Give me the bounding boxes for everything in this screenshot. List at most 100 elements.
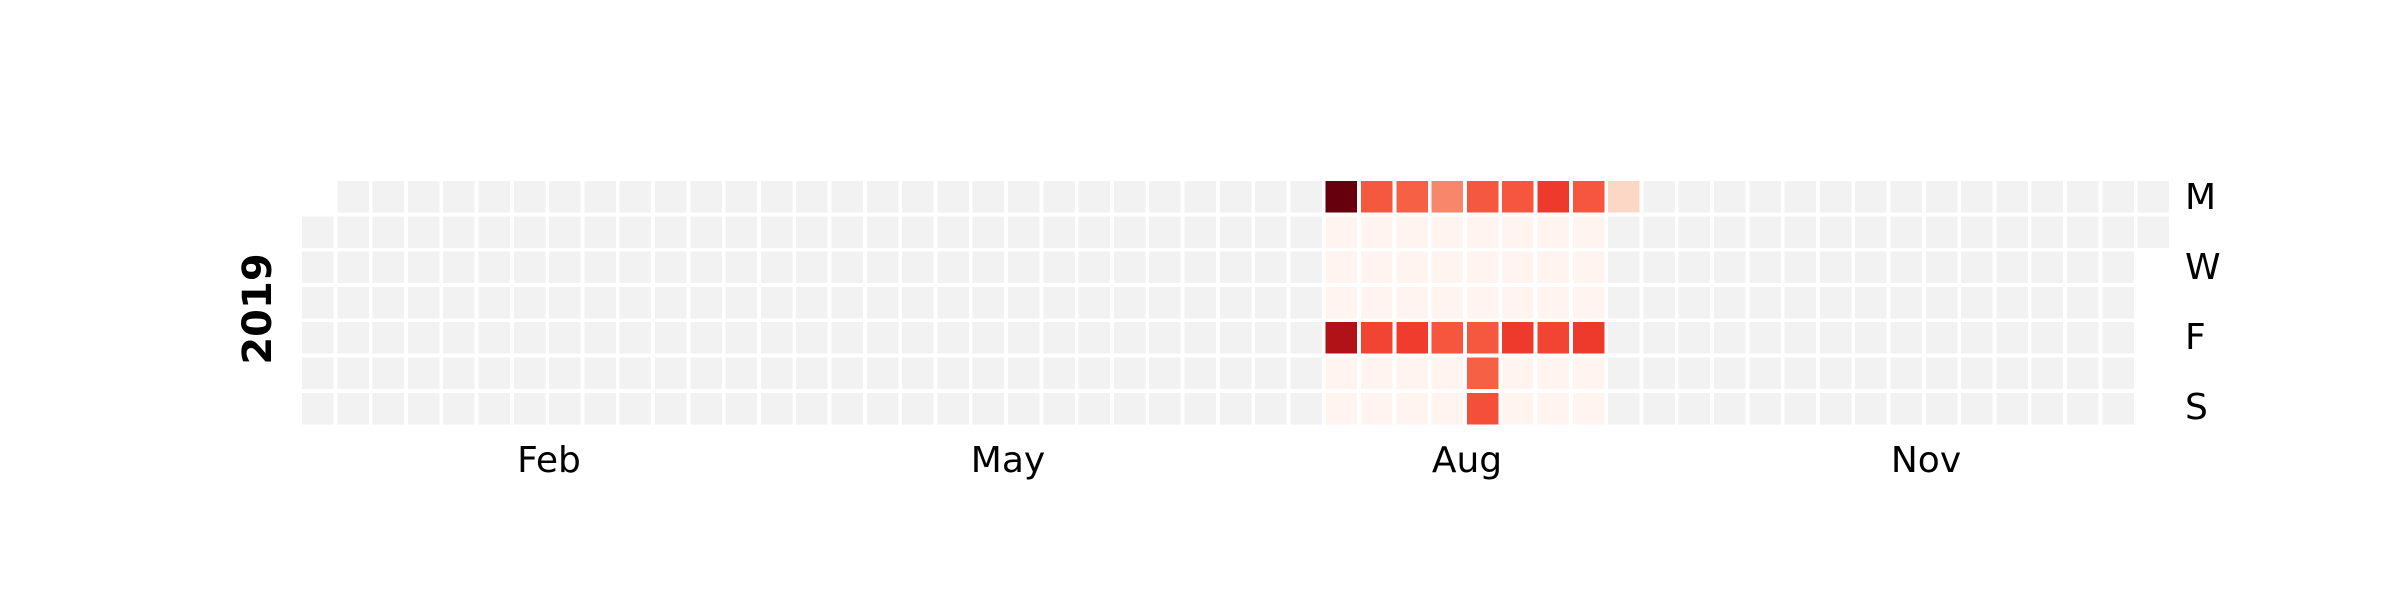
heatmap-cell (407, 322, 440, 354)
heatmap-cell (655, 181, 687, 213)
heatmap-cell (1855, 286, 1887, 319)
month-label-may: May (971, 440, 1045, 481)
heatmap-cell (478, 322, 510, 354)
heatmap-cell (443, 322, 475, 354)
heatmap-cell (796, 251, 828, 284)
heatmap-cell-active (1431, 216, 1464, 248)
heatmap-cell (549, 322, 581, 354)
heatmap-cell (1996, 181, 2028, 213)
heatmap-cell (1749, 322, 1781, 354)
heatmap-cell-active (1537, 392, 1569, 425)
heatmap-cell (1184, 286, 1216, 319)
heatmap-cell (1290, 286, 1322, 319)
heatmap-cell (1855, 251, 1887, 284)
heatmap-cell (2067, 392, 2099, 425)
heatmap-cell (549, 392, 581, 425)
heatmap-cell (2067, 322, 2099, 354)
heatmap-cell (1149, 322, 1181, 354)
heatmap-cell (337, 286, 369, 319)
day-label-wednesday: W (2185, 247, 2221, 288)
heatmap-cell-active (1396, 322, 1428, 354)
heatmap-cell (1608, 286, 1640, 319)
heatmap-cell (619, 216, 652, 248)
heatmap-cell (1855, 181, 1887, 213)
heatmap-cell (2102, 392, 2134, 425)
heatmap-cell (584, 357, 616, 389)
heatmap-cell (443, 357, 475, 389)
heatmap-cell (619, 251, 652, 284)
heatmap-cell (1219, 181, 1252, 213)
heatmap-cell (1714, 216, 1746, 248)
heatmap-cell (760, 392, 793, 425)
heatmap-cell (1996, 216, 2028, 248)
heatmap-cell (1925, 392, 1958, 425)
heatmap-cell-active (1466, 392, 1499, 425)
heatmap-cell (302, 286, 334, 319)
heatmap-cell-active (1502, 357, 1534, 389)
heatmap-cell (1819, 392, 1852, 425)
heatmap-cell-active (1396, 181, 1428, 213)
heatmap-cell-active (1502, 251, 1534, 284)
heatmap-cell (1890, 286, 1922, 319)
heatmap-cell (972, 286, 1005, 319)
heatmap-cell (937, 392, 969, 425)
heatmap-cell (831, 392, 863, 425)
heatmap-cell-active (1361, 216, 1393, 248)
heatmap-cell (1078, 181, 1111, 213)
heatmap-cell (725, 357, 758, 389)
heatmap-cell (655, 251, 687, 284)
heatmap-cell (760, 251, 793, 284)
heatmap-cell (1113, 216, 1146, 248)
heatmap-cell (407, 357, 440, 389)
heatmap-cell (337, 251, 369, 284)
heatmap-cell (655, 392, 687, 425)
heatmap-cell (1643, 392, 1675, 425)
heatmap-cell (1608, 392, 1640, 425)
heatmap-cell (1925, 251, 1958, 284)
heatmap-cell (2067, 216, 2099, 248)
heatmap-cell (1749, 286, 1781, 319)
heatmap-cell-active (1325, 357, 1358, 389)
heatmap-cell (937, 251, 969, 284)
heatmap-cell (1078, 216, 1111, 248)
heatmap-cell (2102, 286, 2134, 319)
heatmap-cell-active (1537, 181, 1569, 213)
heatmap-cell-active (1572, 181, 1605, 213)
heatmap-cell (866, 181, 899, 213)
day-label-monday: M (2185, 177, 2216, 218)
heatmap-cell (1255, 181, 1287, 213)
heatmap-cell-active (1502, 181, 1534, 213)
heatmap-cell (1643, 286, 1675, 319)
month-label-feb: Feb (517, 440, 581, 481)
heatmap-cell-active (1361, 357, 1393, 389)
heatmap-cell (1749, 392, 1781, 425)
heatmap-cell (902, 392, 934, 425)
heatmap-cell-active (1325, 181, 1358, 213)
heatmap-cell (725, 251, 758, 284)
heatmap-cell (796, 216, 828, 248)
heatmap-cell-active (1431, 286, 1464, 319)
heatmap-cell (1855, 392, 1887, 425)
heatmap-cell (1678, 216, 1711, 248)
heatmap-cell (478, 216, 510, 248)
heatmap-cell (1290, 322, 1322, 354)
heatmap-cell (1078, 286, 1111, 319)
heatmap-cell (443, 216, 475, 248)
heatmap-cell (584, 322, 616, 354)
heatmap-cell (725, 392, 758, 425)
heatmap-cell (1714, 251, 1746, 284)
heatmap-cell (1714, 392, 1746, 425)
heatmap-cell-active (1325, 216, 1358, 248)
heatmap-cell (1925, 322, 1958, 354)
heatmap-cell (513, 216, 546, 248)
heatmap-cell (760, 181, 793, 213)
heatmap-cell (866, 251, 899, 284)
heatmap-cell (2067, 286, 2099, 319)
heatmap-cell (1819, 357, 1852, 389)
heatmap-cell (1608, 216, 1640, 248)
heatmap-cell-active (1466, 181, 1499, 213)
heatmap-cell-active (1361, 322, 1393, 354)
heatmap-cell-active (1325, 286, 1358, 319)
heatmap-cell (584, 392, 616, 425)
